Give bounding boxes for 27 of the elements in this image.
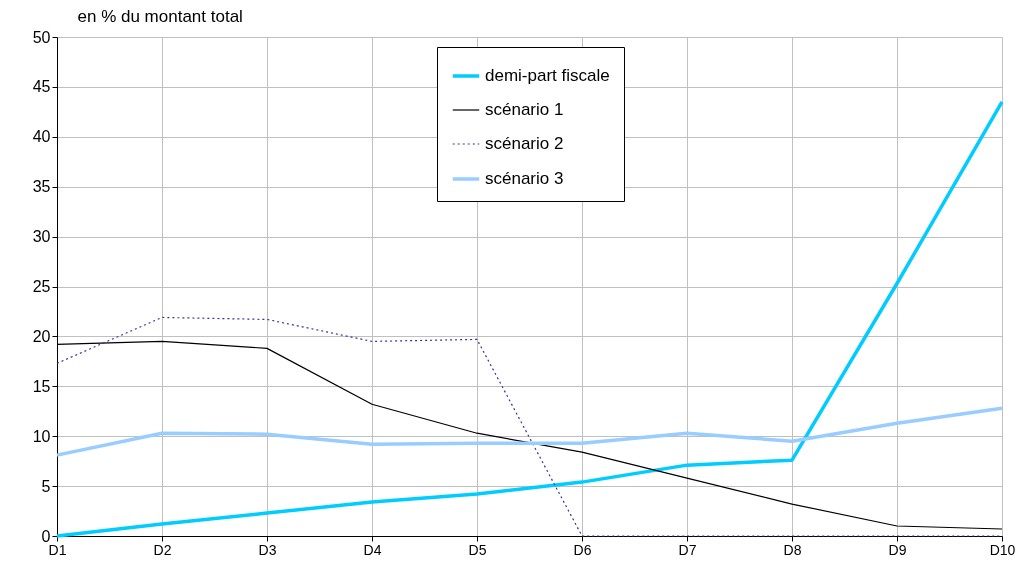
y-tick-label: 10 bbox=[32, 427, 51, 445]
x-tick-label: D6 bbox=[573, 541, 592, 558]
x-tick-label: D8 bbox=[783, 541, 802, 558]
x-tick-label: D5 bbox=[468, 541, 487, 558]
y-tick-label: 15 bbox=[32, 377, 51, 395]
y-tick-label: 20 bbox=[32, 327, 51, 345]
y-tick-label: 0 bbox=[41, 527, 51, 545]
x-tick-label: D2 bbox=[153, 541, 172, 558]
x-tick-label: D1 bbox=[48, 541, 67, 558]
x-tick-label: D10 bbox=[989, 541, 1016, 558]
y-tick-label: 40 bbox=[32, 128, 51, 146]
y-tick-label: 50 bbox=[32, 28, 51, 46]
y-tick-label: 35 bbox=[32, 178, 51, 196]
y-tick-label: 45 bbox=[32, 78, 51, 96]
legend-label: demi-part fiscale bbox=[485, 66, 610, 85]
line-series bbox=[55, 406, 1004, 457]
x-tick-label: D3 bbox=[258, 541, 277, 558]
x-tick-label: D7 bbox=[678, 541, 697, 558]
legend-label: scénario 2 bbox=[485, 134, 564, 153]
y-tick-label: 5 bbox=[41, 477, 51, 495]
legend-label: scénario 3 bbox=[485, 169, 564, 188]
y-axis-title: en % du montant total bbox=[77, 6, 243, 26]
x-tick-label: D4 bbox=[363, 541, 382, 558]
y-tick-label: 30 bbox=[32, 228, 51, 246]
x-tick-label: D9 bbox=[888, 541, 907, 558]
y-tick-label: 25 bbox=[32, 278, 51, 295]
legend-label: scénario 1 bbox=[485, 100, 564, 119]
